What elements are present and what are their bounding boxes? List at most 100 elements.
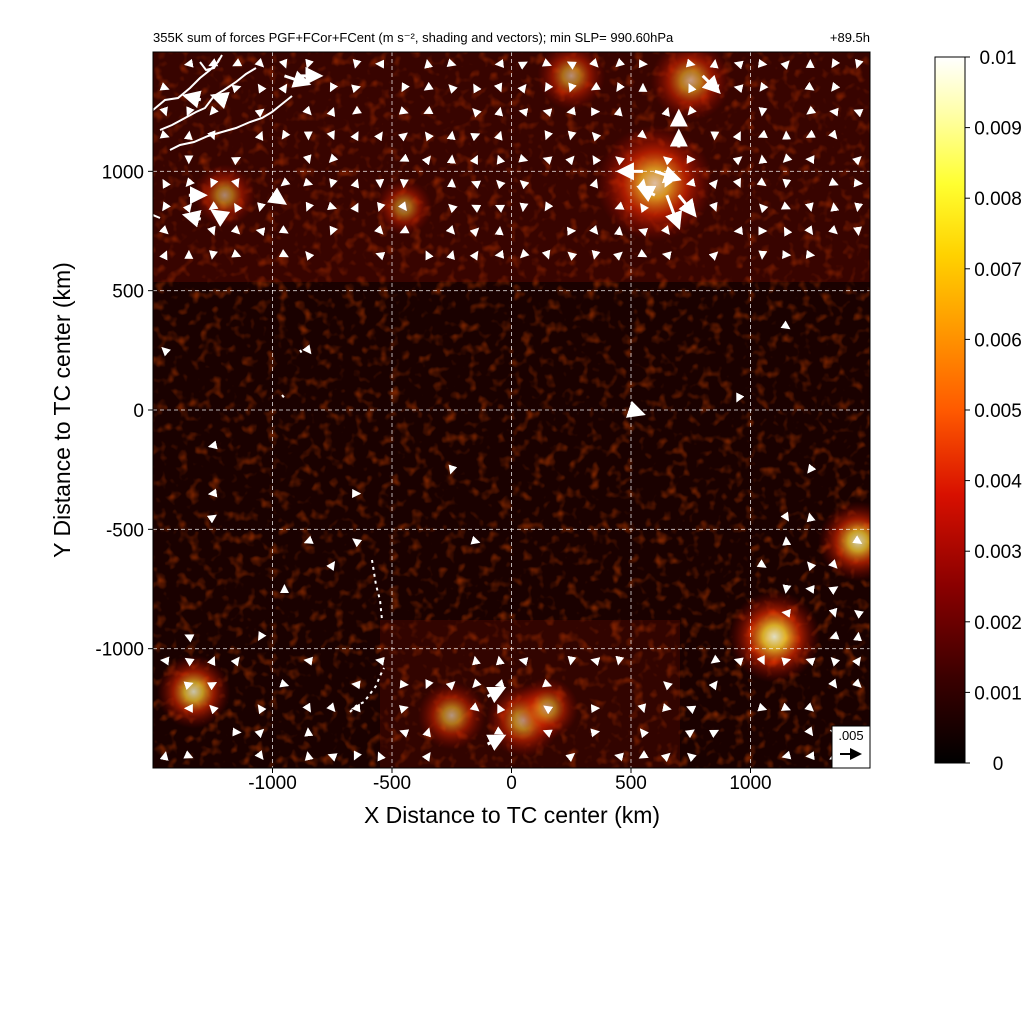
small-force-vector: [326, 106, 336, 117]
small-force-vector: [327, 201, 337, 211]
small-force-vector: [352, 105, 362, 115]
small-force-vector: [688, 83, 697, 94]
small-force-vector: [614, 226, 623, 236]
small-force-vector: [708, 251, 719, 261]
small-force-vector: [590, 81, 601, 91]
small-force-vector: [207, 656, 216, 667]
x-tick-label: 500: [615, 773, 647, 794]
small-force-vector: [828, 678, 838, 689]
small-force-vector: [399, 153, 410, 162]
small-force-vector: [278, 83, 288, 94]
small-force-vector: [518, 108, 529, 117]
small-force-vector: [304, 751, 314, 761]
small-force-vector: [329, 178, 338, 189]
small-force-vector: [353, 750, 362, 761]
small-force-vector: [637, 703, 647, 714]
small-force-vector: [613, 106, 623, 117]
small-force-vector: [640, 203, 649, 213]
small-force-vector: [278, 58, 288, 69]
colorbar-tick-label: 0.01: [980, 48, 1017, 69]
small-force-vector: [448, 464, 458, 475]
small-force-vector: [374, 225, 384, 235]
force-vector: [486, 734, 507, 751]
y-tick-label: 1000: [102, 162, 144, 183]
small-force-vector: [424, 131, 434, 142]
small-force-vector: [780, 320, 791, 330]
small-force-vector: [232, 58, 243, 67]
small-force-vector: [494, 130, 503, 141]
force-vector: [636, 185, 657, 202]
force-vector: [677, 194, 697, 218]
small-force-vector: [567, 130, 577, 141]
small-force-vector: [541, 58, 552, 67]
force-vector: [181, 209, 202, 228]
small-force-vector: [853, 178, 864, 188]
small-force-vector: [782, 153, 793, 163]
small-force-vector: [326, 702, 336, 713]
small-force-vector: [494, 249, 505, 259]
small-force-vector: [518, 657, 529, 666]
small-force-vector: [279, 678, 290, 688]
small-force-vector: [709, 729, 720, 739]
forecast-hour: +89.5h: [830, 30, 870, 45]
small-force-vector: [494, 59, 505, 68]
small-force-vector: [231, 249, 242, 258]
small-force-vector: [639, 728, 649, 739]
small-force-vector: [471, 180, 482, 189]
small-force-vector: [398, 132, 408, 142]
small-force-vector: [829, 107, 839, 117]
small-force-vector: [614, 752, 624, 762]
small-force-vector: [782, 250, 792, 260]
force-vector: [283, 70, 312, 88]
small-force-vector: [637, 178, 647, 189]
small-force-vector: [756, 655, 765, 666]
small-force-vector: [185, 177, 195, 188]
small-force-vector: [445, 681, 456, 691]
small-force-vector: [615, 57, 626, 68]
small-force-vector: [709, 58, 719, 69]
small-force-vector: [470, 535, 481, 545]
small-force-vector: [472, 108, 482, 118]
small-force-vector: [780, 60, 790, 70]
small-force-vector: [209, 105, 219, 116]
small-force-vector: [183, 58, 194, 68]
small-force-vector: [615, 156, 625, 166]
small-force-vector: [591, 131, 602, 142]
small-force-vector: [207, 488, 218, 498]
small-force-vector: [425, 250, 434, 261]
small-force-vector: [448, 203, 458, 214]
small-force-vector: [589, 225, 599, 235]
small-force-vector: [759, 203, 769, 214]
small-force-vector: [828, 129, 838, 140]
small-force-vector: [302, 344, 312, 355]
small-force-vector: [494, 226, 504, 236]
x-tick-label: 1000: [729, 773, 771, 794]
small-force-vector: [305, 58, 314, 69]
small-force-vector: [568, 82, 577, 93]
small-force-vector: [375, 251, 386, 261]
reference-vector: .005: [831, 725, 871, 769]
small-force-vector: [663, 156, 673, 166]
small-force-vector: [828, 607, 838, 618]
force-vector: [665, 194, 683, 231]
small-force-vector: [159, 250, 168, 261]
small-force-vector: [207, 682, 218, 691]
small-force-vector: [544, 201, 554, 212]
small-force-vector: [469, 702, 480, 712]
small-force-vector: [806, 105, 817, 115]
small-force-vector: [782, 178, 792, 189]
small-force-vector: [637, 249, 648, 258]
small-force-vector: [830, 657, 841, 667]
small-force-vector: [517, 83, 527, 94]
small-force-vector: [828, 177, 839, 186]
hotspot: [728, 590, 821, 683]
small-force-vector: [589, 178, 599, 189]
small-force-vector: [781, 750, 792, 760]
small-force-vector: [184, 657, 195, 667]
colorbar-tick-label: 0.003: [974, 542, 1022, 563]
hotspot: [537, 52, 606, 110]
small-force-vector: [759, 81, 769, 92]
small-force-vector: [828, 224, 838, 235]
small-force-vector: [853, 109, 864, 118]
